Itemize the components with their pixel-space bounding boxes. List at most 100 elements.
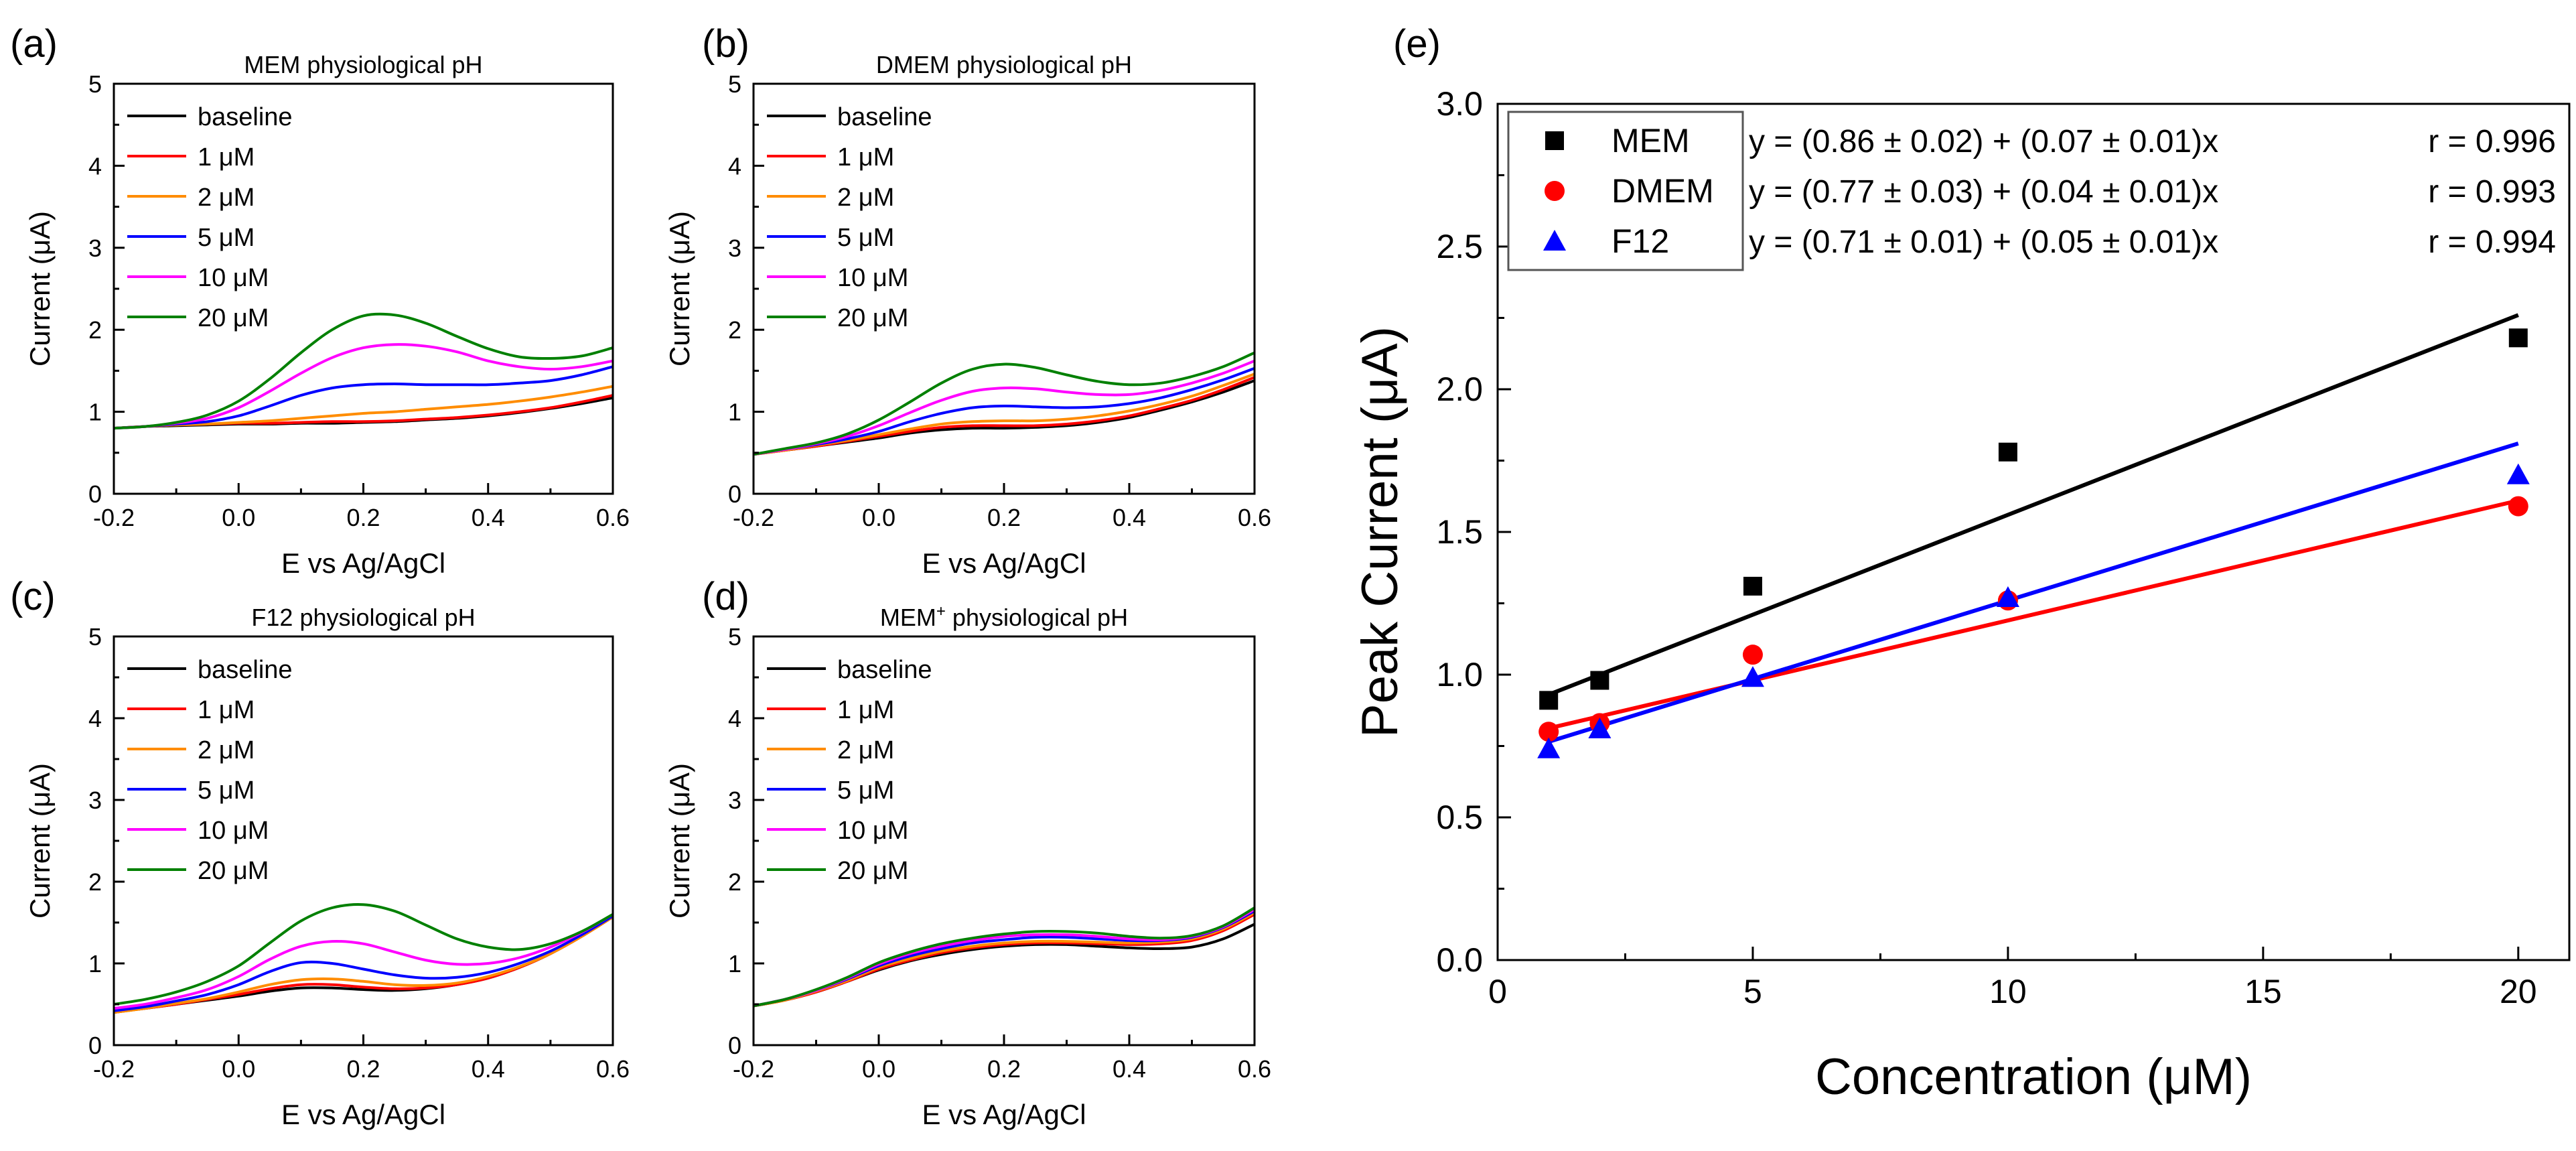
y-axis-label: Peak Current (μA) [1352,326,1409,738]
plot-frame [113,82,614,495]
legend-label: 5 μM [837,776,894,805]
legend-label: 10 μM [837,264,908,292]
title-suffix: physiological pH [946,604,1128,631]
fit-equation: y = (0.71 ± 0.01) + (0.05 ± 0.01)x [1749,224,2218,260]
y-tick-label: 2 [728,316,741,344]
fit-r-value: r = 0.996 [2428,124,2556,159]
legend-label: 10 μM [198,817,269,845]
legend-marker [1543,230,1566,251]
legend-label: 5 μM [198,224,255,252]
x-tick-label: 0.4 [1113,504,1146,531]
x-tick-label: 5 [1743,973,1762,1010]
chart-title: MEM+ physiological pH [880,602,1128,631]
y-tick-label: 3 [88,234,102,262]
y-tick-label: 0.0 [1436,941,1483,979]
x-tick-label: 0.0 [222,1055,255,1083]
y-tick-label: 5 [88,70,102,98]
panel-1: (b) DMEM physiological pH 0 1 2 3 4 5 -0.2 0.0 0.2… [664,22,1271,579]
x-axis-label: E vs Ag/AgCl [281,1099,445,1130]
data-point [1742,645,1763,665]
legend-label: F12 [1612,222,1669,260]
x-tick-label: -0.2 [93,504,135,531]
fit-r-value: r = 0.994 [2428,224,2556,260]
legend-label: 20 μM [198,304,269,332]
x-tick-label: 0.6 [1238,1055,1271,1083]
x-axis-label: Concentration (μM) [1815,1048,2252,1105]
legend-label: MEM [1612,122,1690,159]
legend-label: 2 μM [837,184,894,212]
y-tick-label: 1 [728,950,741,977]
series-line [753,359,1255,456]
chart-title: F12 physiological pH [251,604,475,631]
x-tick-label: 0.2 [346,1055,380,1083]
fit-line [1548,313,2519,697]
x-tick-label: 0.0 [862,504,896,531]
y-axis-label: Current (μA) [664,211,695,366]
fit-equation: y = (0.86 ± 0.02) + (0.07 ± 0.01)x [1749,124,2218,159]
x-tick-label: 0.4 [472,504,505,531]
legend-label: 20 μM [837,857,908,885]
panel-label: (c) [10,575,56,618]
fit-line [1548,442,2519,744]
title-text: MEM [880,604,936,631]
legend-label: baseline [198,656,293,684]
series-line [113,913,614,1010]
data-point [1539,722,1559,742]
data-point [2506,463,2530,484]
panel-3: (d) MEM+ physiological pH 0 1 2 3 4 5 -0.2 0.0 0.2… [664,575,1271,1130]
legend-label: 2 μM [198,736,255,764]
x-tick-label: -0.2 [733,1055,774,1083]
y-tick-label: 5 [88,623,102,651]
y-tick-label: 3.0 [1436,85,1483,123]
data-point [2508,496,2528,517]
panel-label: (a) [10,22,58,66]
y-tick-label: 2.0 [1436,370,1483,408]
chart-title: MEM physiological pH [244,51,482,78]
legend-label: DMEM [1612,172,1714,210]
series-line [753,366,1255,456]
x-tick-label: 0.0 [222,504,255,531]
series-line [113,312,614,430]
x-tick-label: 0.2 [346,504,380,531]
series-line [113,343,614,430]
legend-label: 1 μM [198,696,255,724]
panel-0: (a) MEM physiological pH 0 1 2 3 4 5 -0.2 0.0 0.2 0… [10,22,630,579]
x-tick-label: 0.6 [596,504,630,531]
y-tick-label: 0 [88,480,102,508]
legend-label: baseline [837,103,932,131]
data-point [1998,442,2017,462]
x-tick-label: 0.6 [596,1055,630,1083]
y-tick-label: 2 [728,868,741,896]
panel-label: (e) [1393,22,1441,66]
y-tick-label: 4 [728,152,741,180]
data-point [1590,671,1609,690]
series-line [753,910,1255,1008]
panel-label: (b) [702,22,749,66]
panel-label: (d) [702,575,749,618]
panel-2: (c) F12 physiological pH 0 1 2 3 4 5 -0.2 0.0 0.2 0… [10,575,630,1130]
y-tick-label: 1 [88,950,102,977]
y-tick-label: 0.5 [1436,799,1483,836]
legend-label: baseline [837,656,932,684]
x-tick-label: 0.4 [472,1055,505,1083]
x-tick-label: 10 [1989,973,2027,1010]
series-line [113,365,614,430]
legend-label: 5 μM [198,776,255,805]
chart-title: DMEM physiological pH [876,51,1132,78]
data-point [1996,586,2019,607]
y-tick-label: 3 [728,787,741,814]
y-axis-label: Current (μA) [24,763,56,919]
series-line [113,915,614,1012]
legend-label: 2 μM [198,184,255,212]
panel-e: (e) 0.0 0.5 1.0 1.5 2.0 2.5 3.0 0 5 10 15 20 Concentr… [1352,22,2571,1105]
y-tick-label: 4 [88,152,102,180]
legend-label: 1 μM [837,696,894,724]
legend-label: 10 μM [837,817,908,845]
data-point [1539,691,1559,710]
data-point [1741,666,1764,687]
series-line [113,902,614,1006]
y-tick-label: 0 [728,480,741,508]
y-tick-label: 4 [88,705,102,732]
y-tick-label: 5 [728,70,741,98]
